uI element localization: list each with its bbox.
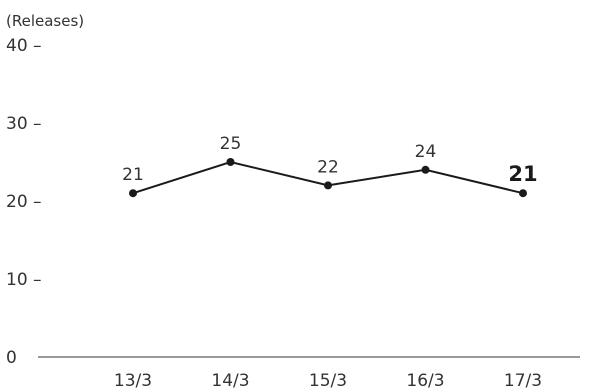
data-labels: 21 25 22 24 21 — [122, 134, 537, 186]
data-label: 22 — [317, 157, 339, 177]
y-axis-ticks: 0 10 – 20 – 30 – 40 – — [6, 36, 42, 368]
data-point — [129, 189, 137, 198]
x-tick-label: 14/3 — [211, 371, 249, 391]
data-points — [129, 158, 527, 198]
y-tick-label: 40 – — [6, 36, 42, 56]
x-tick-label: 16/3 — [406, 371, 444, 391]
x-tick-label: 17/3 — [504, 371, 542, 391]
data-label: 21 — [122, 165, 144, 185]
x-tick-label: 13/3 — [114, 371, 152, 391]
data-label: 24 — [415, 142, 437, 162]
data-point — [519, 189, 527, 198]
y-tick-label: 20 – — [6, 192, 42, 212]
data-point — [324, 181, 332, 190]
y-tick-label: 0 — [6, 348, 17, 368]
data-point — [421, 165, 430, 174]
y-tick-label: 10 – — [6, 270, 42, 290]
data-label: 21 — [508, 162, 537, 186]
y-unit-label: (Releases) — [6, 12, 84, 30]
x-axis-ticks: 13/3 14/3 15/3 16/3 17/3 — [114, 371, 542, 391]
data-point — [226, 158, 235, 166]
x-tick-label: 15/3 — [309, 371, 347, 391]
y-tick-label: 30 – — [6, 114, 42, 134]
data-label: 25 — [220, 134, 242, 154]
